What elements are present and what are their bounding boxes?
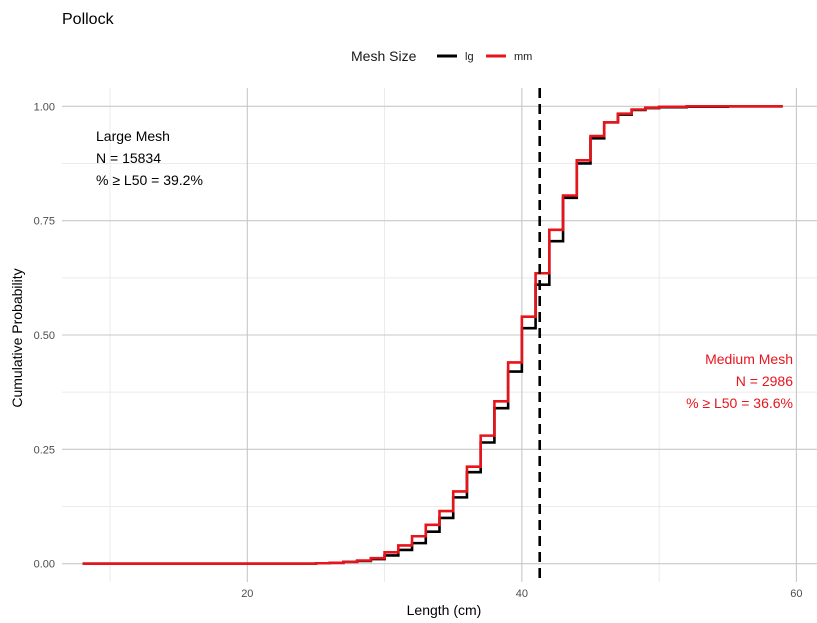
- y-axis-ticks: 0.00 0.25 0.50 0.75 1.00: [34, 101, 55, 570]
- annotation-medium-mesh-line-3: % ≥ L50 = 36.6%: [686, 395, 793, 411]
- annotation-medium-mesh-line-2: N = 2986: [736, 373, 793, 389]
- x-tick-label-0: 20: [241, 588, 253, 600]
- x-axis-title: Length (cm): [407, 602, 482, 618]
- y-tick-label-4: 1.00: [34, 101, 55, 113]
- annotation-medium-mesh: Medium Mesh N = 2986 % ≥ L50 = 36.6%: [686, 351, 793, 411]
- legend-label-mm: mm: [514, 51, 532, 63]
- y-tick-label-0: 0.00: [34, 559, 55, 571]
- chart-title: Pollock: [62, 11, 115, 28]
- y-axis-title: Cumulative Probability: [9, 268, 25, 407]
- series-line-mm: [82, 104, 783, 566]
- annotation-large-mesh-line-2: N = 15834: [96, 150, 161, 166]
- legend-label-lg: lg: [465, 51, 474, 63]
- grid: [62, 88, 817, 582]
- x-tick-label-1: 40: [516, 588, 528, 600]
- annotation-large-mesh-line-1: Large Mesh: [96, 128, 170, 144]
- series-layer: [82, 104, 783, 566]
- legend: Mesh Size lg mm: [351, 48, 532, 64]
- x-axis-ticks: 20 40 60: [241, 588, 802, 600]
- annotation-large-mesh: Large Mesh N = 15834 % ≥ L50 = 39.2%: [96, 128, 203, 188]
- legend-title: Mesh Size: [351, 48, 417, 64]
- y-tick-label-2: 0.50: [34, 330, 55, 342]
- y-tick-label-3: 0.75: [34, 216, 55, 228]
- y-tick-label-1: 0.25: [34, 444, 55, 456]
- x-tick-label-2: 60: [790, 588, 802, 600]
- annotation-large-mesh-line-3: % ≥ L50 = 39.2%: [96, 172, 203, 188]
- annotation-medium-mesh-line-1: Medium Mesh: [705, 351, 793, 367]
